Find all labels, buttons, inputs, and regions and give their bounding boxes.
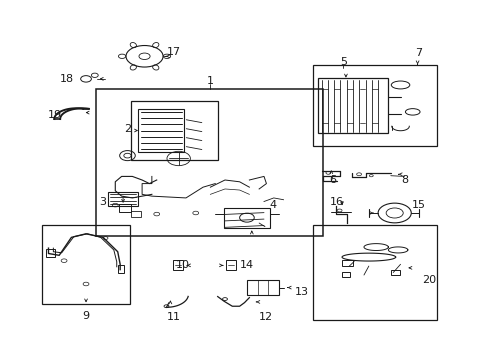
Bar bbox=[131, 211, 141, 217]
Bar bbox=[317, 78, 387, 134]
Bar bbox=[131, 101, 217, 160]
Bar bbox=[119, 204, 131, 212]
Text: 1: 1 bbox=[206, 76, 213, 86]
Bar bbox=[225, 260, 235, 270]
Text: 4: 4 bbox=[269, 200, 276, 210]
Text: 9: 9 bbox=[82, 311, 89, 321]
Text: 14: 14 bbox=[239, 260, 253, 270]
Bar bbox=[390, 270, 399, 275]
Bar bbox=[108, 192, 138, 206]
Bar bbox=[173, 260, 183, 270]
Bar bbox=[341, 272, 349, 277]
Text: 12: 12 bbox=[258, 312, 272, 322]
Bar bbox=[46, 249, 55, 257]
Text: 15: 15 bbox=[411, 200, 425, 210]
Text: 17: 17 bbox=[166, 46, 181, 57]
Text: 2: 2 bbox=[124, 124, 131, 134]
Text: 13: 13 bbox=[294, 287, 308, 297]
Text: 16: 16 bbox=[329, 197, 344, 207]
Text: 18: 18 bbox=[60, 74, 74, 84]
Bar bbox=[42, 225, 130, 304]
Text: 11: 11 bbox=[167, 312, 181, 322]
Text: 7: 7 bbox=[415, 48, 422, 58]
Bar bbox=[138, 109, 184, 152]
Text: 19: 19 bbox=[47, 111, 61, 121]
Text: 20: 20 bbox=[421, 275, 435, 285]
Text: 5: 5 bbox=[339, 57, 346, 67]
Bar bbox=[224, 208, 269, 228]
Bar bbox=[246, 280, 278, 295]
Text: 6: 6 bbox=[328, 175, 335, 185]
Bar bbox=[118, 265, 123, 273]
Text: 10: 10 bbox=[176, 260, 189, 270]
Bar bbox=[341, 260, 352, 266]
Text: 3: 3 bbox=[100, 197, 106, 207]
Bar bbox=[96, 89, 322, 235]
Bar bbox=[312, 65, 436, 146]
Bar bbox=[312, 225, 436, 320]
Text: 8: 8 bbox=[400, 175, 407, 185]
